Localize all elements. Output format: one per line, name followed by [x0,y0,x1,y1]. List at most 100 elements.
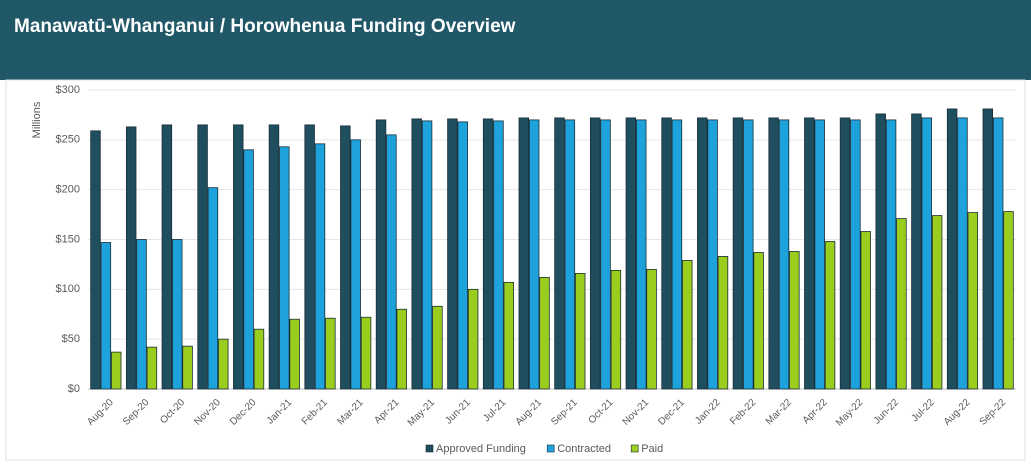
bar [421,120,433,390]
bar [732,117,744,390]
bar [110,351,122,390]
y-tick-label: $50 [62,333,80,345]
legend-swatch [546,444,555,453]
bar [646,268,657,390]
bar [136,239,147,390]
bar [518,117,530,390]
chart-frame [5,79,1026,461]
bar [350,139,361,390]
bar [636,119,647,390]
bar [589,117,601,390]
y-tick-label: $100 [56,283,80,295]
y-tick-label: $200 [56,184,80,196]
x-tick-label: May-22 [834,397,866,429]
bar [253,328,265,390]
x-tick-label: Aug-22 [942,397,973,428]
y-tick-label: $300 [56,84,80,96]
x-tick-label: Nov-20 [192,397,223,428]
bar [146,346,158,390]
bar [268,124,280,390]
bar [493,120,504,390]
bar [197,124,208,390]
x-tick-label: Apr-21 [372,397,401,426]
bar [360,316,372,390]
bar [457,121,468,390]
bar [304,124,315,390]
bar [172,239,183,390]
y-axis-label: Millions [31,101,43,138]
bar [789,251,800,390]
x-tick-label: Jul-22 [910,397,937,424]
x-tick-label: Sep-22 [978,397,1009,428]
x-tick-label: Dec-20 [228,397,259,428]
legend-label: Contracted [557,443,611,455]
legend-label: Paid [641,443,663,455]
bar [896,218,907,390]
bar [528,119,540,390]
x-tick-label: Dec-21 [656,397,687,428]
bar [671,119,683,390]
x-tick-label: Oct-21 [587,397,616,426]
bar [875,113,886,390]
bar [967,212,979,390]
x-tick-label: Feb-22 [728,397,758,427]
x-tick-label: Feb-21 [300,397,330,427]
bar [921,117,932,390]
bar [100,242,112,390]
bar [610,269,622,390]
x-tick-label: Jan-21 [265,397,295,427]
bar [447,118,458,390]
bar [911,113,922,390]
legend-swatch [425,444,434,453]
x-tick-label: Sep-20 [121,397,152,428]
bar [753,252,764,390]
bar [325,317,336,390]
bar [243,149,254,390]
bar [467,288,479,390]
legend-label: Approved Funding [436,443,526,455]
bar [279,146,290,390]
bar [375,119,387,390]
x-tick-label: Jun-22 [872,397,902,427]
bar [554,117,565,390]
bar [717,256,729,390]
bar [396,308,407,390]
bar [885,119,897,390]
bar [539,276,550,390]
bar [411,118,422,390]
bar [707,119,718,390]
bar [600,119,611,390]
x-tick-label: Jun-21 [443,397,473,427]
bar [125,126,137,390]
bar [946,108,958,390]
x-tick-label: May-21 [406,397,438,429]
bar [661,117,672,390]
legend-swatch [630,444,639,453]
bar [992,117,1004,390]
bar [682,260,693,390]
header-bar [0,0,1031,80]
bar [90,130,101,390]
bar [432,305,443,390]
bar [340,125,351,390]
bar [768,117,779,390]
bar [289,318,300,390]
bar [482,118,494,390]
x-tick-label: Apr-22 [801,397,830,426]
bar [574,272,586,390]
bar [957,117,968,390]
x-tick-label: Aug-20 [85,397,116,428]
bar [386,134,397,390]
y-tick-label: $0 [68,383,80,395]
x-tick-label: Mar-22 [764,397,794,427]
bar [314,143,326,390]
bar [931,215,943,390]
x-tick-label: Nov-21 [621,397,652,428]
chart-title: Manawatū-Whanganui / Horowhenua Funding … [14,16,516,37]
y-tick-label: $150 [56,233,80,245]
x-tick-label: Aug-21 [514,397,545,428]
bar [161,124,173,390]
bar [860,231,871,390]
